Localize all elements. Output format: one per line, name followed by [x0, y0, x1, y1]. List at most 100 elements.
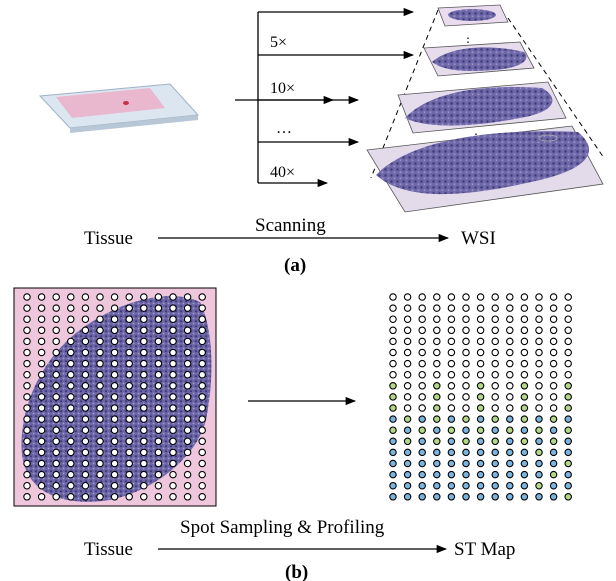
spot [125, 382, 133, 390]
spot [154, 493, 163, 501]
spot [476, 370, 485, 379]
spot [403, 426, 412, 434]
spot [67, 437, 75, 446]
spot [491, 326, 499, 335]
spot [418, 359, 426, 368]
spot [125, 393, 133, 401]
spot [403, 415, 412, 423]
spot [125, 326, 133, 335]
spot [447, 326, 456, 335]
spot [520, 426, 529, 434]
spot [549, 493, 558, 501]
spot [389, 404, 397, 412]
spot [418, 426, 426, 434]
spot [140, 448, 148, 457]
spot [110, 315, 119, 323]
spot [506, 481, 514, 490]
spot [491, 348, 499, 357]
spot [506, 315, 514, 323]
spot [433, 481, 441, 490]
spot [549, 437, 558, 446]
spot [183, 337, 192, 346]
spot [520, 415, 529, 423]
mag-label-ellipsis: … [276, 120, 292, 137]
spot [110, 370, 119, 379]
spot [389, 337, 397, 346]
spot [389, 470, 397, 479]
spot [433, 415, 441, 423]
spot [169, 426, 177, 434]
spot [96, 370, 104, 379]
spot [506, 493, 514, 501]
spot [520, 326, 529, 335]
spot [96, 359, 104, 368]
spot [96, 459, 104, 468]
spot [506, 470, 514, 479]
spot [52, 348, 60, 357]
spot [154, 404, 163, 412]
spot [506, 359, 514, 368]
spot [183, 304, 192, 312]
spot [183, 459, 192, 468]
spot [183, 359, 192, 368]
spot [81, 326, 90, 335]
spot [154, 293, 163, 301]
spot [169, 348, 177, 357]
spot [37, 493, 46, 501]
spot [433, 337, 441, 346]
spot [447, 382, 456, 390]
spot [125, 426, 133, 434]
spot [140, 470, 148, 479]
spot [37, 326, 46, 335]
spot [389, 426, 397, 434]
spot [549, 326, 558, 335]
spot [183, 370, 192, 379]
spot [183, 326, 192, 335]
spot [389, 393, 397, 401]
spot [154, 393, 163, 401]
spot [535, 315, 543, 323]
spot [447, 393, 456, 401]
spot [140, 315, 148, 323]
spot [52, 448, 60, 457]
spot [491, 493, 499, 501]
spot [535, 370, 543, 379]
spot [447, 337, 456, 346]
spot [140, 293, 148, 301]
spot [520, 359, 529, 368]
spot [154, 382, 163, 390]
spot [198, 470, 206, 479]
spot [110, 404, 119, 412]
spot [37, 448, 46, 457]
spot [403, 448, 412, 457]
spot [140, 337, 148, 346]
spot [389, 348, 397, 357]
spot [169, 337, 177, 346]
panel-a-caption: (a) [284, 255, 306, 276]
spot [23, 481, 31, 490]
spot [476, 426, 485, 434]
pyramid-level-2 [423, 41, 535, 77]
spot [81, 337, 90, 346]
spot [125, 337, 133, 346]
spot [198, 437, 206, 446]
spot [418, 326, 426, 335]
spot [462, 382, 470, 390]
spot [198, 359, 206, 368]
spot [110, 393, 119, 401]
spot [96, 393, 104, 401]
spot [418, 393, 426, 401]
spot [535, 326, 543, 335]
spot [169, 393, 177, 401]
spot [535, 426, 543, 434]
spot [81, 304, 90, 312]
spot [81, 415, 90, 423]
spot [491, 393, 499, 401]
spot [169, 404, 177, 412]
spot [433, 404, 441, 412]
spot [418, 459, 426, 468]
spot [37, 459, 46, 468]
spot [154, 304, 163, 312]
panel-b: Tissue Spot Sampling & Profiling ST Map … [13, 287, 572, 581]
spot [198, 481, 206, 490]
